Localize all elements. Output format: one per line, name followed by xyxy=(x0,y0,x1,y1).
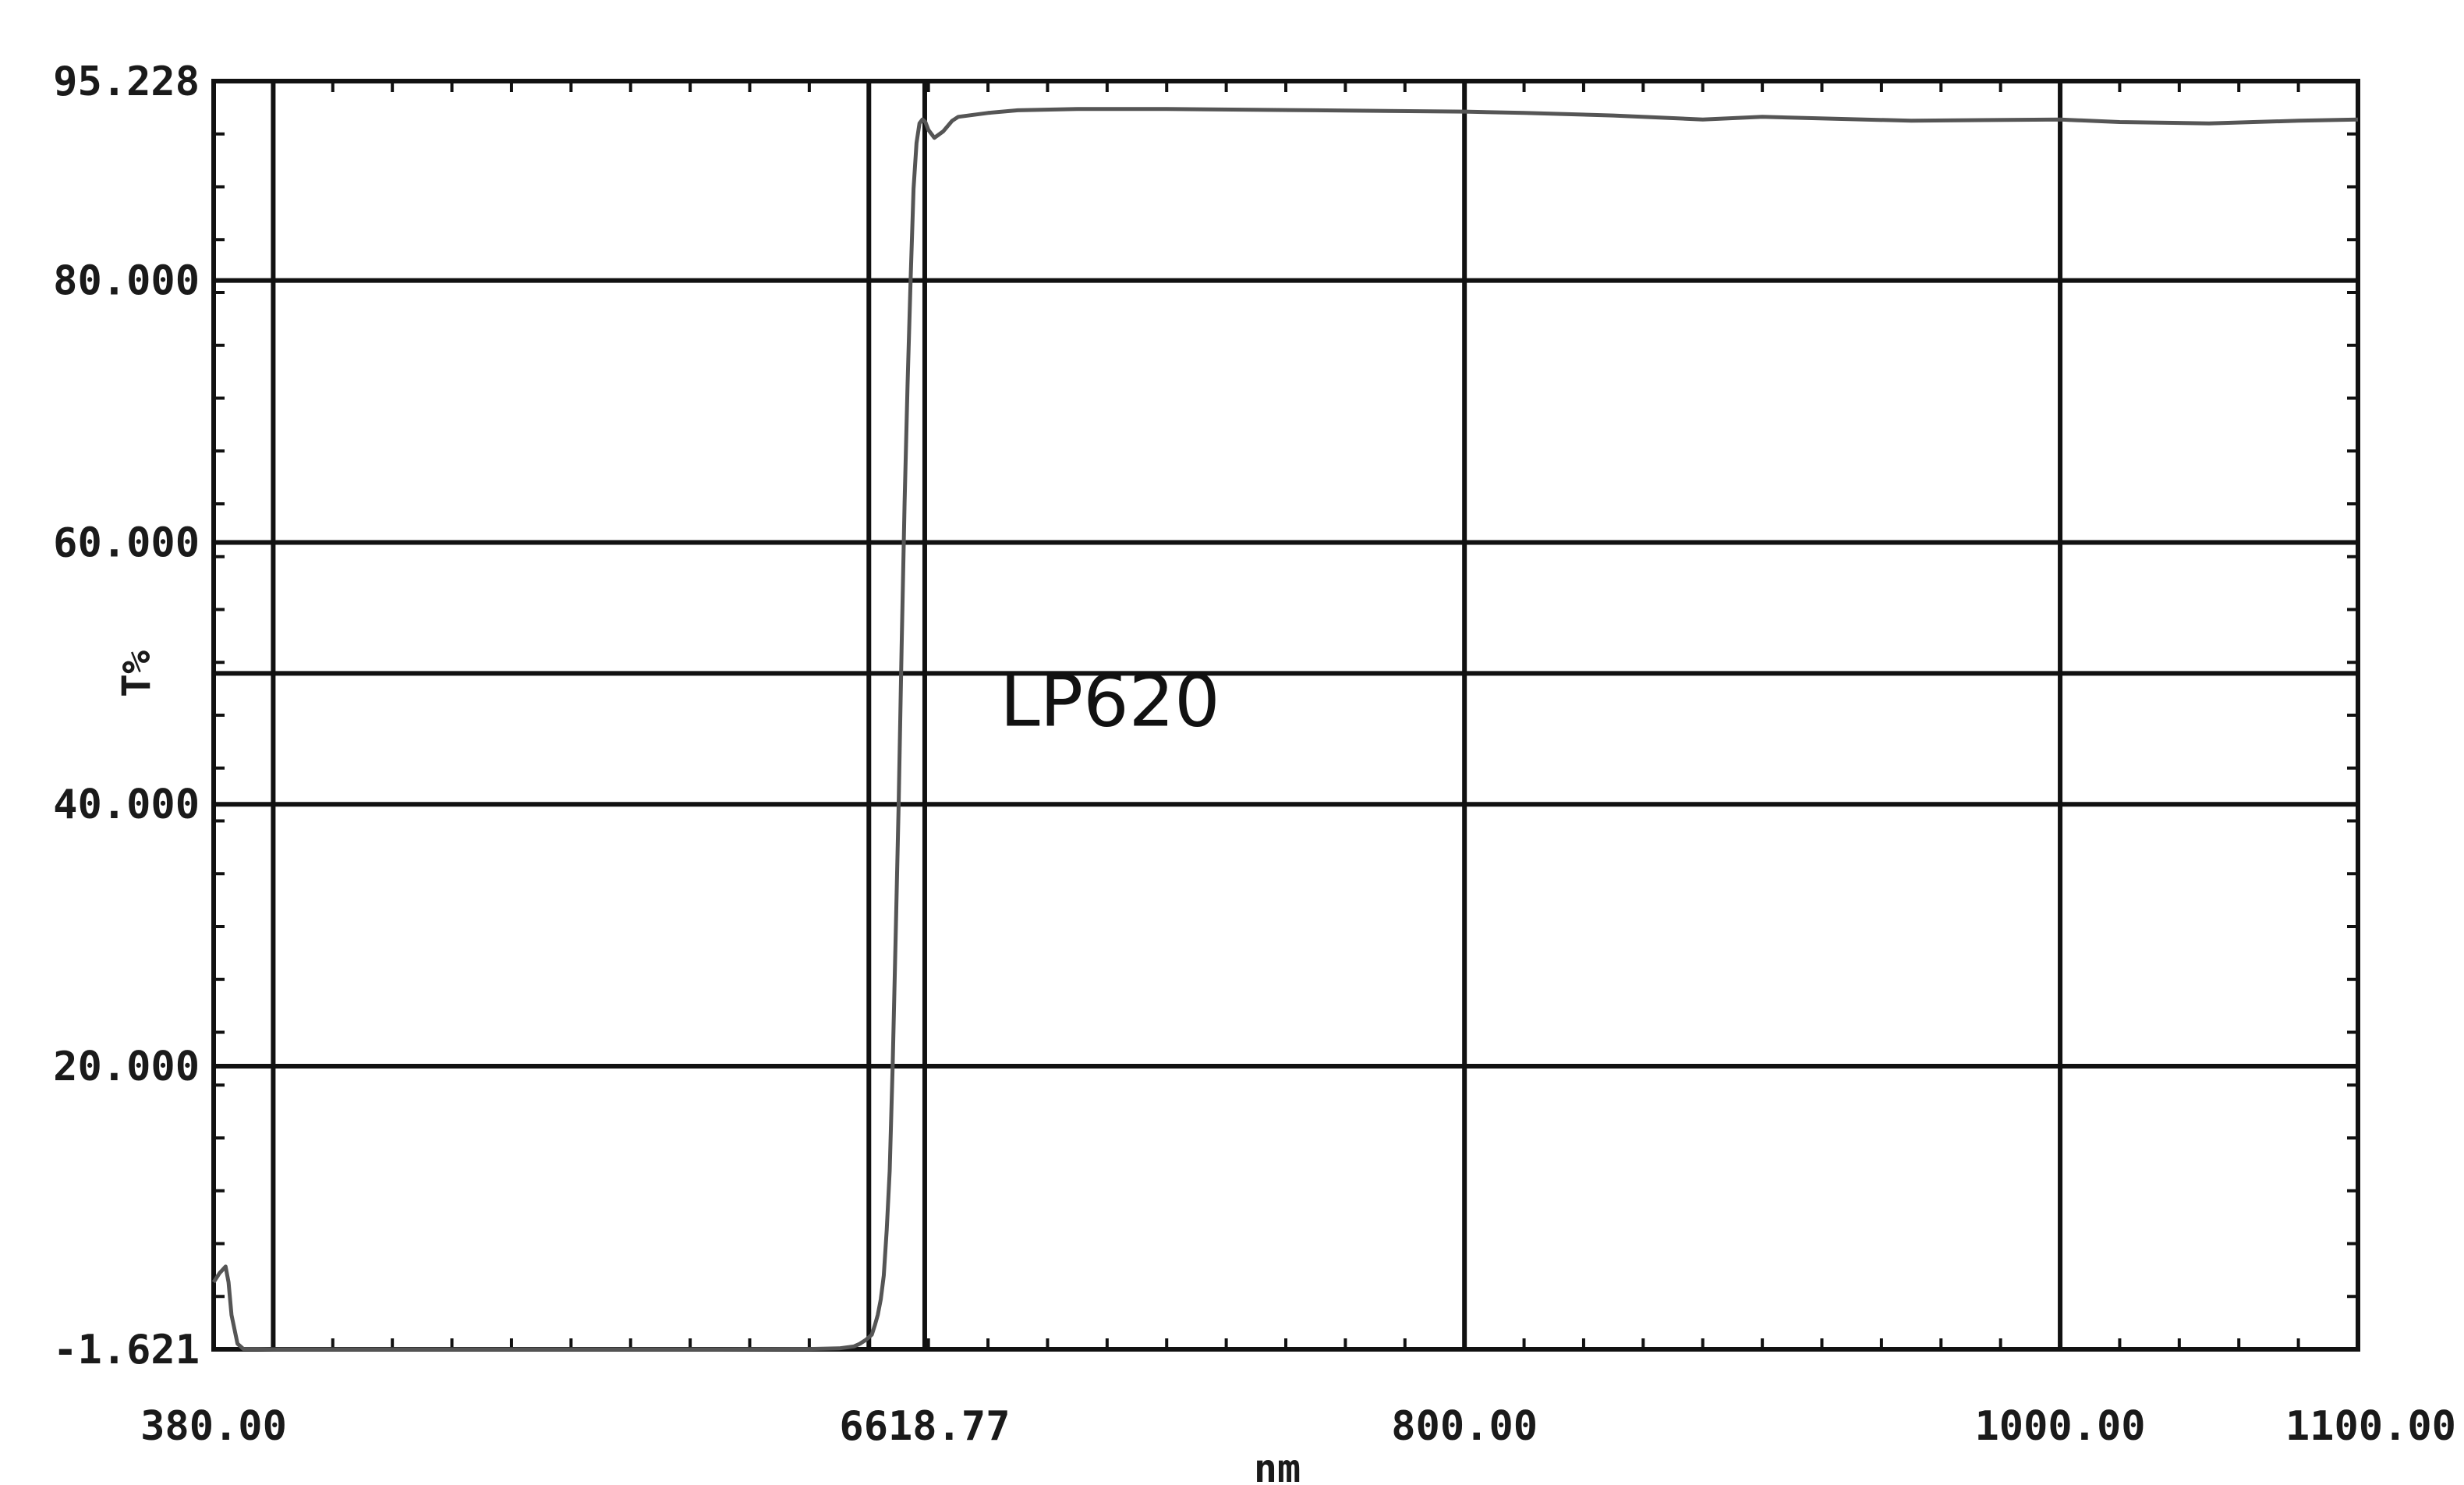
y-tick-label-5: -1.621 xyxy=(53,1327,200,1373)
plot-border xyxy=(211,79,2360,1352)
series-line-0 xyxy=(211,107,2359,1352)
series-layer xyxy=(211,107,2359,1352)
y-tick-label-1: 80.000 xyxy=(53,258,200,305)
y-tick-label-4: 20.000 xyxy=(53,1044,200,1090)
x-tick-label-3: 1000.00 xyxy=(1974,1403,2145,1450)
y-tick-label-2: 60.000 xyxy=(53,519,200,566)
y-tick-label-0: 95.228 xyxy=(53,58,200,105)
x-tick-label-4: 1100.00 xyxy=(2285,1403,2456,1450)
x-tick-label-2: 800.00 xyxy=(1391,1403,1538,1450)
x-tick-label-0: 380.00 xyxy=(140,1403,287,1450)
y-gridlines xyxy=(214,278,2358,1069)
x-axis-label: nm xyxy=(1254,1446,1301,1485)
x-tick-label-1: 6618.77 xyxy=(839,1403,1010,1450)
filter-label-annotation: LP620 xyxy=(1000,659,1220,742)
y-tick-label-3: 40.000 xyxy=(53,781,200,828)
y-tick-labels: 95.228 80.000 60.000 40.000 20.000 -1.621 xyxy=(53,58,200,1373)
axis-ticks xyxy=(214,81,2358,1349)
y-axis-label: T% xyxy=(114,650,159,697)
x-tick-labels: 380.00 6618.77 800.00 1000.00 1100.00 xyxy=(140,1403,2456,1450)
plot-frame xyxy=(211,79,2360,1352)
